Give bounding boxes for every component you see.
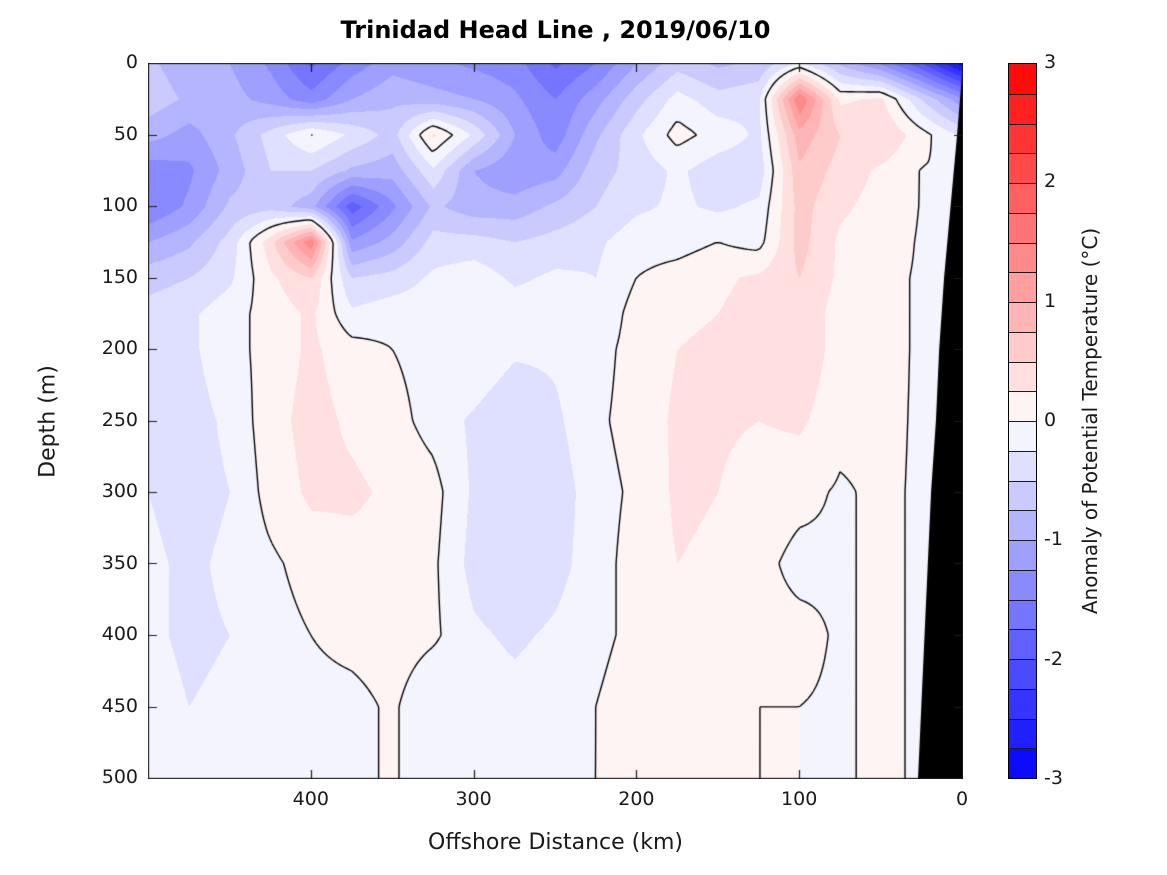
y-tick-label: 50 — [113, 122, 138, 145]
colorbar-segment — [1009, 242, 1036, 273]
colorbar-tick-label: -1 — [1044, 528, 1063, 551]
colorbar-label: Anomaly of Potential Temperature (°C) — [1078, 227, 1102, 615]
y-tick-label: 300 — [101, 480, 138, 502]
colorbar-segment — [1009, 688, 1036, 719]
y-tick-label: 500 — [101, 766, 138, 788]
y-tick-label: 400 — [101, 623, 138, 645]
y-tick-label: 0 — [125, 51, 138, 73]
colorbar-segment — [1009, 659, 1036, 689]
colorbar — [1008, 63, 1037, 779]
chart-title: Trinidad Head Line , 2019/06/10 — [340, 16, 771, 44]
colorbar-segment — [1009, 331, 1036, 362]
x-tick-label: 400 — [292, 788, 329, 810]
colorbar-segment — [1009, 153, 1036, 183]
y-tick-label: 350 — [101, 551, 138, 574]
colorbar-segment — [1009, 480, 1036, 511]
colorbar-segment — [1009, 748, 1036, 778]
x-tick-label: 200 — [618, 788, 655, 810]
colorbar-segment — [1009, 450, 1036, 481]
y-axis-label: Depth (m) — [35, 365, 61, 478]
x-tick-label: 0 — [955, 788, 969, 810]
colorbar-tick-label: 1 — [1044, 289, 1057, 312]
colorbar-segment — [1009, 421, 1036, 451]
contour-plot-canvas — [148, 63, 963, 779]
colorbar-segment — [1009, 510, 1036, 540]
colorbar-segment — [1009, 123, 1036, 154]
colorbar-segment — [1009, 302, 1036, 332]
colorbar-segment — [1009, 93, 1036, 124]
colorbar-segment — [1009, 599, 1036, 630]
colorbar-segment — [1009, 64, 1036, 94]
colorbar-segment — [1009, 212, 1036, 243]
colorbar-tick-label: 3 — [1044, 51, 1057, 73]
x-axis-label: Offshore Distance (km) — [428, 830, 683, 855]
y-tick-label: 200 — [101, 337, 138, 359]
colorbar-segment — [1009, 272, 1036, 302]
colorbar-tick-label: 2 — [1044, 170, 1057, 193]
y-tick-label: 100 — [101, 194, 138, 216]
colorbar-segment — [1009, 540, 1036, 570]
y-tick-label: 250 — [101, 408, 138, 431]
colorbar-tick-label: -2 — [1044, 647, 1063, 670]
colorbar-tick-label: 0 — [1044, 409, 1057, 431]
colorbar-segment — [1009, 718, 1036, 749]
colorbar-segment — [1009, 629, 1036, 659]
colorbar-segment — [1009, 569, 1036, 600]
colorbar-segment — [1009, 183, 1036, 213]
y-tick-label: 150 — [101, 265, 138, 288]
colorbar-segment — [1009, 391, 1036, 421]
colorbar-tick-label: -3 — [1044, 767, 1063, 789]
x-tick-label: 100 — [781, 788, 818, 810]
colorbar-segment — [1009, 361, 1036, 392]
x-tick-label: 300 — [455, 788, 492, 810]
y-tick-label: 450 — [101, 694, 138, 717]
